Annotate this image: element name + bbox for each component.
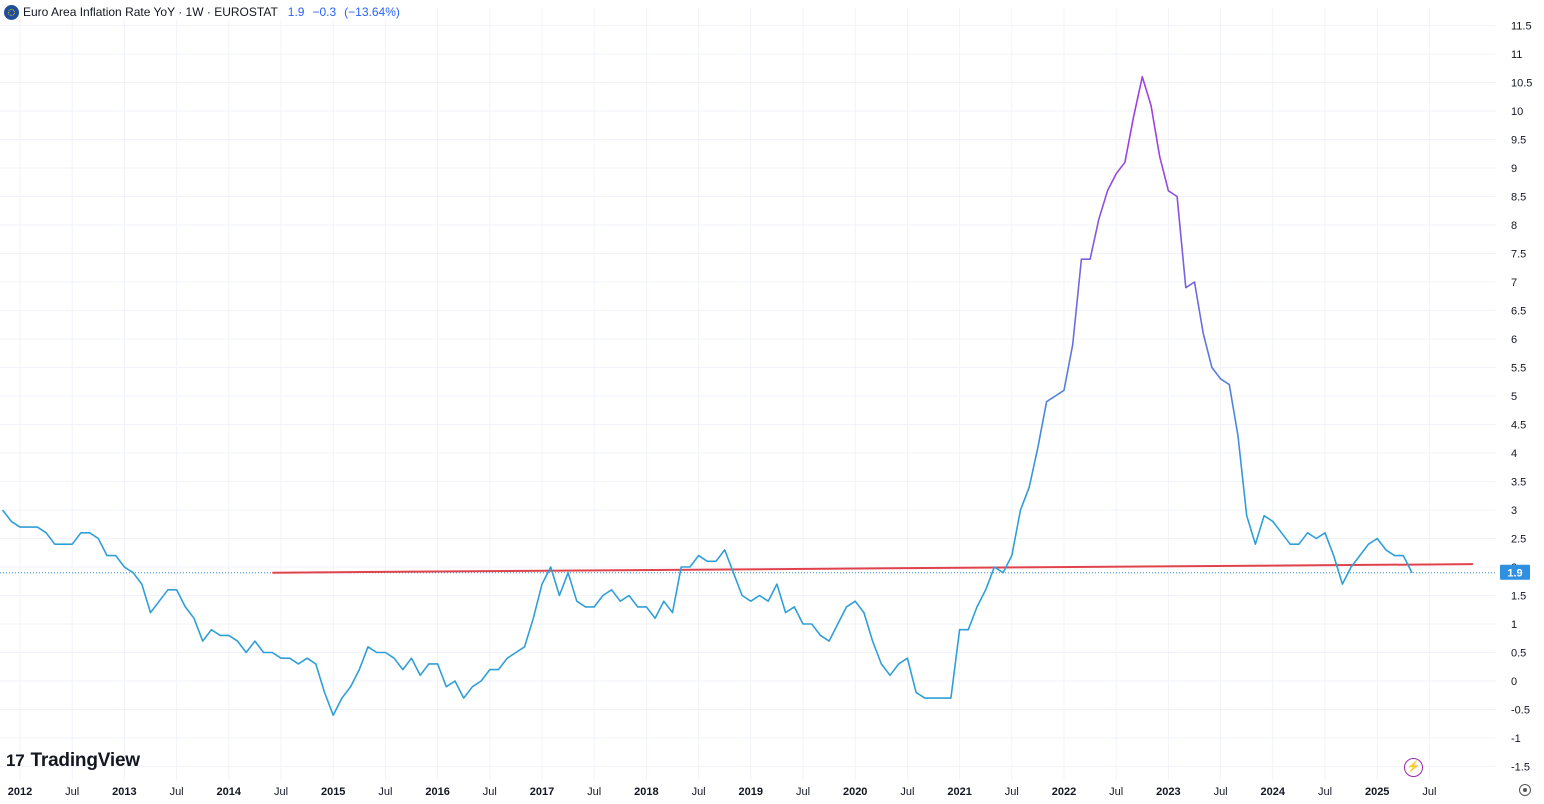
- y-tick-label: 6.5: [1511, 306, 1526, 318]
- y-tick-label: 8.5: [1511, 192, 1526, 204]
- x-tick-label: Jul: [692, 786, 706, 798]
- series-path: [1, 76, 1413, 716]
- trendline-segment: [272, 563, 1473, 574]
- x-tick-label: Jul: [1214, 786, 1228, 798]
- y-tick-label: 9.5: [1511, 135, 1526, 147]
- x-tick-label: 2024: [1261, 786, 1286, 798]
- y-tick-label: 3.5: [1511, 477, 1526, 489]
- x-tick-label: 2015: [321, 786, 345, 798]
- chart-header: Euro Area Inflation Rate YoY · 1W · EURO…: [4, 4, 404, 20]
- y-tick-label: 10.5: [1511, 78, 1532, 90]
- x-tick-label: 2019: [739, 786, 763, 798]
- x-tick-label: Jul: [274, 786, 288, 798]
- y-tick-label: 7: [1511, 277, 1517, 289]
- x-tick-label: Jul: [1109, 786, 1123, 798]
- y-tick-label: 0.5: [1511, 648, 1526, 660]
- x-tick-label: 2016: [425, 786, 449, 798]
- last-value-text: 1.9: [1507, 568, 1522, 580]
- y-tick-label: -1: [1511, 733, 1521, 745]
- logo-text: TradingView: [30, 750, 141, 771]
- y-tick-label: 5: [1511, 391, 1517, 403]
- eu-flag-icon: [4, 4, 19, 20]
- y-tick-label: 9: [1511, 163, 1517, 175]
- x-tick-label: 2020: [843, 786, 867, 798]
- y-tick-label: 4: [1511, 448, 1517, 460]
- x-tick-label: Jul: [1422, 786, 1436, 798]
- x-tick-label: 2023: [1156, 786, 1180, 798]
- x-tick-label: Jul: [65, 786, 79, 798]
- last-value-label: 1.9: [1500, 564, 1530, 580]
- y-tick-label: 0: [1511, 676, 1517, 688]
- x-tick-label: Jul: [170, 786, 184, 798]
- y-tick-label: 11.5: [1511, 21, 1532, 33]
- y-tick-label: 5.5: [1511, 363, 1526, 375]
- y-tick-label: 1: [1511, 619, 1517, 631]
- y-tick-label: 8: [1511, 220, 1517, 232]
- x-tick-label: 2018: [634, 786, 658, 798]
- logo-mark: 17: [6, 751, 25, 770]
- x-tick-label: 2025: [1365, 786, 1389, 798]
- chart-grid: [0, 8, 1496, 780]
- x-tick-label: Jul: [1318, 786, 1332, 798]
- y-tick-label: 4.5: [1511, 420, 1526, 432]
- x-tick-label: Jul: [900, 786, 914, 798]
- y-tick-label: 11: [1511, 49, 1522, 61]
- x-tick-label: 2017: [530, 786, 554, 798]
- x-tick-label: Jul: [483, 786, 497, 798]
- y-tick-label: 2.5: [1511, 534, 1526, 546]
- x-tick-label: Jul: [378, 786, 392, 798]
- x-tick-label: 2022: [1052, 786, 1076, 798]
- x-tick-label: Jul: [1005, 786, 1019, 798]
- change-value: −0.3: [312, 5, 337, 19]
- y-tick-label: 1.5: [1511, 591, 1526, 603]
- y-tick-label: -1.5: [1511, 762, 1530, 774]
- trendline[interactable]: [272, 563, 1473, 574]
- lightning-icon[interactable]: ⚡: [1404, 758, 1423, 777]
- symbol-title[interactable]: Euro Area Inflation Rate YoY · 1W · EURO…: [23, 5, 278, 19]
- last-value-badge: [1500, 564, 1530, 580]
- x-tick-label: 2012: [8, 786, 32, 798]
- x-tick-label: Jul: [796, 786, 810, 798]
- y-axis[interactable]: -1.5-1-0.500.511.522.533.544.555.566.577…: [1511, 21, 1532, 774]
- y-tick-label: 7.5: [1511, 249, 1526, 261]
- gear-icon[interactable]: [1519, 784, 1531, 796]
- x-tick-label: 2021: [947, 786, 971, 798]
- change-percent: (−13.64%): [344, 5, 400, 19]
- x-tick-label: 2014: [217, 786, 242, 798]
- y-tick-label: 3: [1511, 505, 1517, 517]
- series-line: [1, 76, 1413, 716]
- y-tick-label: -0.5: [1511, 705, 1530, 717]
- current-value: 1.9: [287, 5, 305, 19]
- x-tick-label: 2013: [112, 786, 136, 798]
- x-tick-label: Jul: [587, 786, 601, 798]
- x-axis[interactable]: 2012 Jul 2013 Jul 2014 Jul 2015 Jul 2016 Jul 2017 J…: [8, 786, 1437, 798]
- y-tick-label: 10: [1511, 106, 1523, 118]
- y-tick-label: 6: [1511, 334, 1517, 346]
- tradingview-logo[interactable]: 17 TradingView: [6, 750, 140, 772]
